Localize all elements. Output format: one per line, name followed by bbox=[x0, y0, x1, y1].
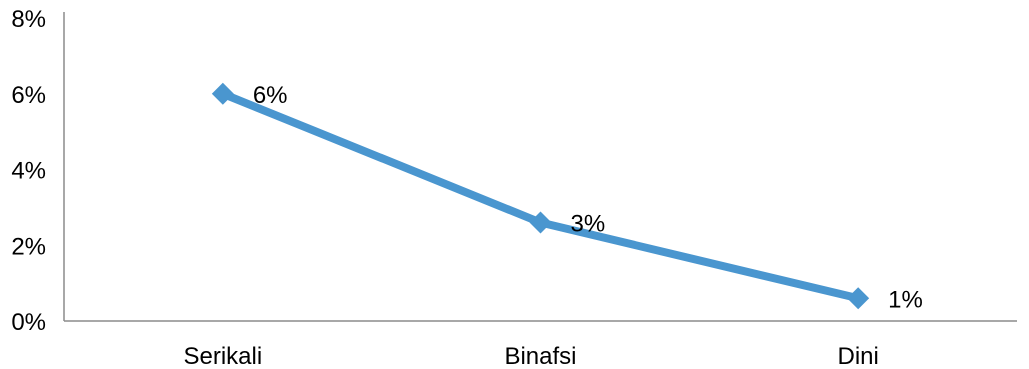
series-line bbox=[218, 89, 863, 303]
data-label: 1% bbox=[888, 286, 923, 313]
data-point-marker bbox=[847, 287, 870, 310]
x-tick-label: Dini bbox=[837, 343, 878, 369]
data-label: 3% bbox=[571, 211, 606, 238]
axes bbox=[63, 12, 1017, 322]
x-tick-label: Serikali bbox=[183, 343, 262, 369]
y-tick-label: 6% bbox=[11, 82, 46, 109]
y-tick-label: 2% bbox=[11, 233, 46, 260]
y-tick-label: 8% bbox=[11, 6, 46, 33]
y-tick-labels: 0% 2% 4% 6% 8% bbox=[11, 6, 46, 336]
data-label: 6% bbox=[253, 82, 288, 109]
series bbox=[211, 82, 870, 310]
y-tick-label: 0% bbox=[11, 309, 46, 336]
data-point-marker bbox=[529, 211, 552, 234]
data-point-marker bbox=[211, 82, 234, 105]
x-tick-label: Binafsi bbox=[504, 343, 576, 369]
y-tick-label: 4% bbox=[11, 158, 46, 185]
data-labels: 6% 3% 1% bbox=[253, 82, 923, 314]
x-tick-labels: Serikali Binafsi Dini bbox=[183, 343, 878, 369]
